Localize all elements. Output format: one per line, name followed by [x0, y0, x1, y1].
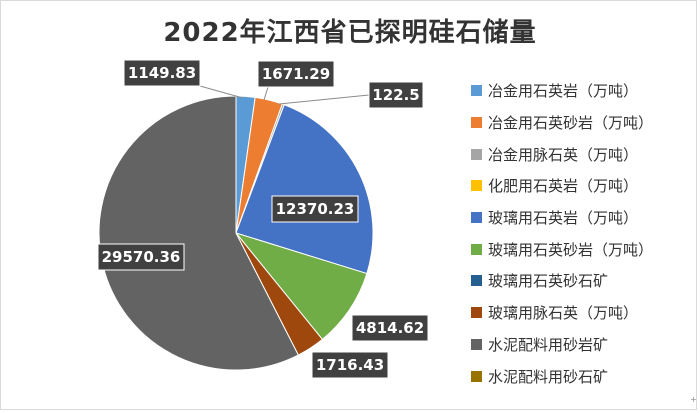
legend-swatch: [471, 243, 482, 255]
legend-label: 水泥配料用砂石矿: [488, 367, 609, 386]
legend-label: 玻璃用石英砂石矿: [488, 272, 609, 291]
legend-item: 玻璃用石英砂岩（万吨）: [471, 233, 653, 265]
legend-item: 水泥配料用砂石矿: [471, 360, 653, 392]
legend-label: 冶金用石英岩（万吨）: [488, 82, 639, 101]
legend-item: 冶金用石英岩（万吨）: [471, 75, 653, 107]
legend-swatch: [471, 85, 482, 97]
data-label: 4814.62: [351, 314, 429, 342]
legend-swatch: [471, 180, 482, 192]
data-label: 1671.29: [257, 60, 335, 88]
data-label: 1149.83: [123, 59, 201, 87]
legend-label: 水泥配料用砂岩矿: [488, 335, 609, 354]
legend-swatch: [471, 148, 482, 160]
legend-item: 玻璃用石英砂石矿: [471, 265, 653, 297]
legend-item: 玻璃用石英岩（万吨）: [471, 202, 653, 234]
legend: 冶金用石英岩（万吨） 冶金用石英砂岩（万吨） 冶金用脉石英（万吨） 化肥用石英岩（万吨…: [471, 75, 653, 392]
data-label: 122.5: [368, 81, 424, 109]
data-label-text: 1716.43: [316, 356, 384, 374]
data-label-text: 1149.83: [128, 64, 196, 82]
legend-label: 玻璃用石英砂岩（万吨）: [488, 240, 654, 259]
legend-swatch: [471, 212, 482, 224]
legend-swatch: [471, 117, 482, 129]
pie-slice: [235, 104, 374, 275]
legend-item: 玻璃用脉石英（万吨）: [471, 297, 653, 329]
legend-item: 化肥用石英岩（万吨）: [471, 170, 653, 202]
chart-title: 2022年江西省已探明硅石储量: [163, 18, 537, 48]
legend-swatch: [471, 370, 482, 382]
legend-label: 玻璃用石英岩（万吨）: [488, 209, 639, 228]
legend-item: 冶金用脉石英（万吨）: [471, 138, 653, 170]
corner-mark: +: [690, 395, 697, 404]
data-label-text: 1671.29: [262, 65, 330, 83]
data-label-text: 12370.23: [276, 200, 355, 218]
data-label: 1716.43: [311, 351, 389, 379]
legend-swatch: [471, 275, 482, 287]
legend-label: 冶金用脉石英（万吨）: [488, 145, 639, 164]
legend-label: 化肥用石英岩（万吨）: [488, 177, 639, 196]
data-label: 12370.23: [271, 195, 359, 223]
legend-item: 冶金用石英砂岩（万吨）: [471, 107, 653, 139]
data-label-text: 122.5: [372, 86, 419, 104]
data-label-text: 4814.62: [356, 319, 424, 337]
leader-line: [278, 94, 370, 105]
leader-line: [199, 85, 244, 99]
legend-label: 玻璃用脉石英（万吨）: [488, 304, 639, 323]
legend-label: 冶金用石英砂岩（万吨）: [488, 114, 654, 133]
legend-item: 水泥配料用砂岩矿: [471, 329, 653, 361]
data-label-text: 29570.36: [102, 248, 181, 266]
legend-swatch: [471, 338, 482, 350]
pie-slice: [234, 232, 368, 341]
data-label: 29570.36: [97, 243, 185, 271]
leader-line: [263, 86, 269, 101]
legend-swatch: [471, 307, 482, 319]
